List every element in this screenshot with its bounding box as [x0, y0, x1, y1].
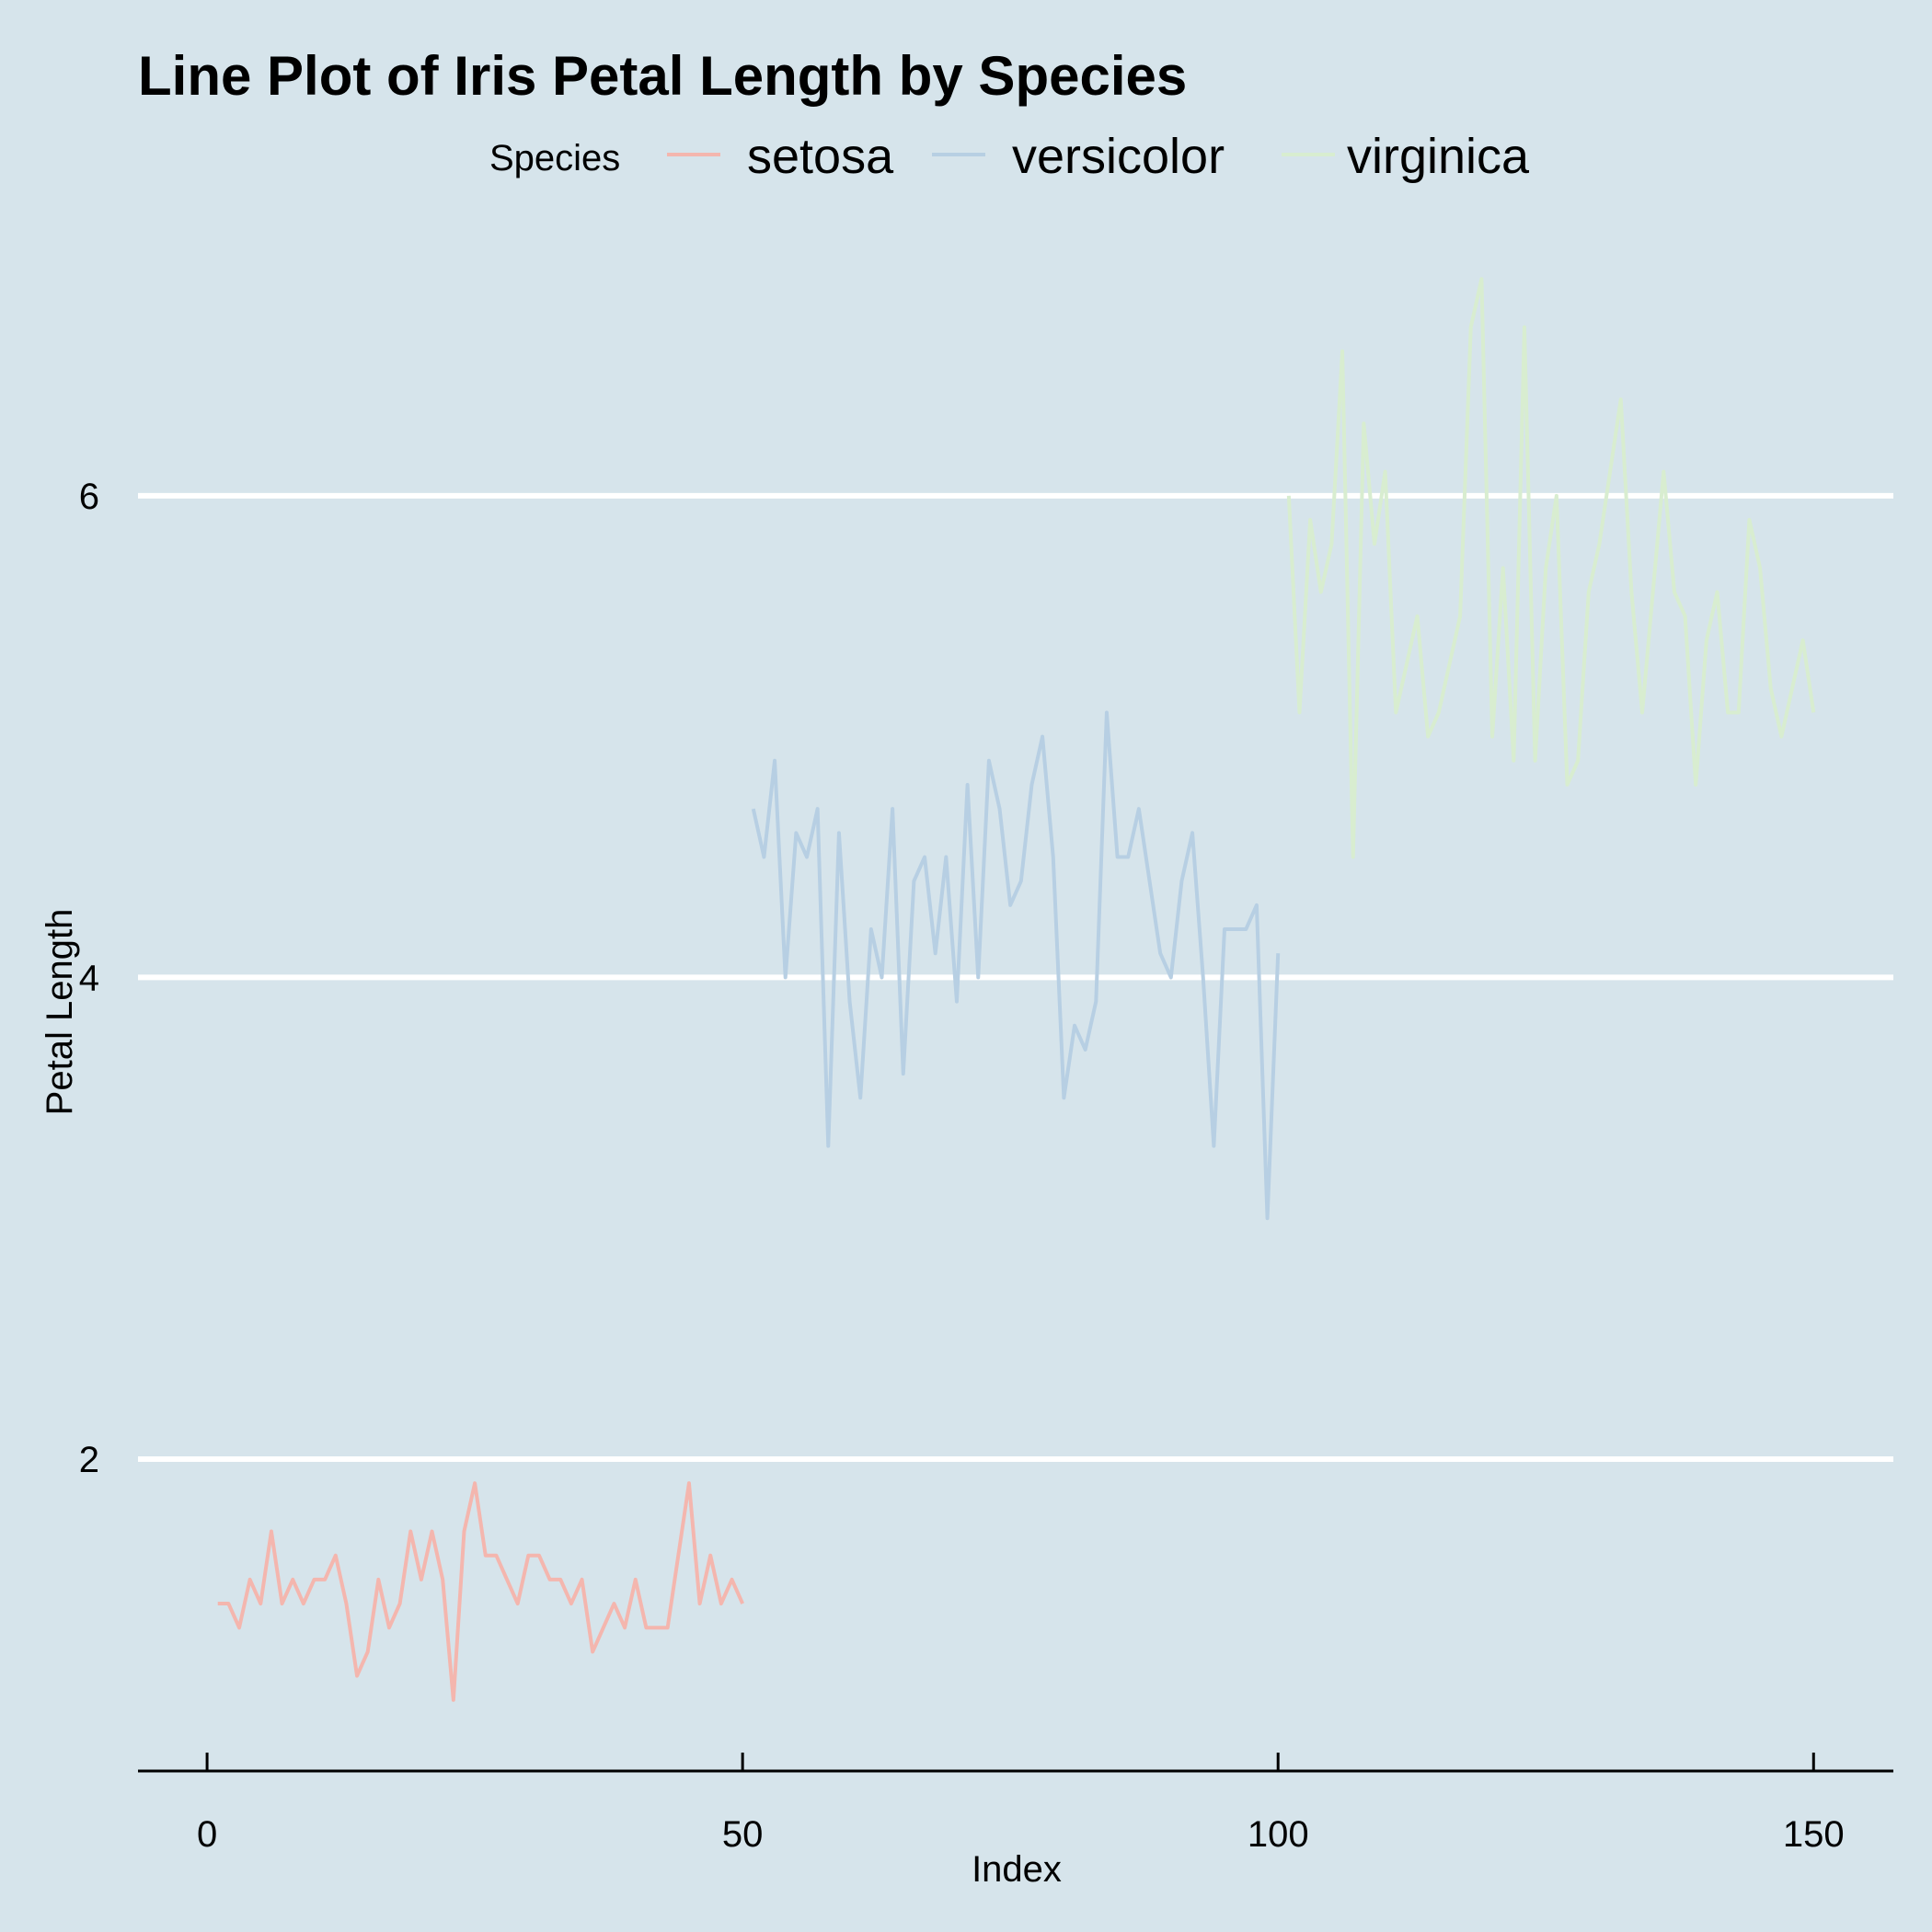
x-axis: 0 50 100 150	[138, 1753, 1893, 1855]
legend-label-setosa: setosa	[747, 129, 894, 184]
x-tick-label-0: 0	[197, 1814, 217, 1855]
series-line-setosa	[217, 1481, 744, 1702]
y-tick-label-4: 4	[79, 958, 99, 998]
x-tick-label-100: 100	[1248, 1814, 1309, 1855]
y-tick-label-2: 2	[79, 1440, 99, 1480]
chart-title: Line Plot of Iris Petal Length by Specie…	[138, 45, 1187, 107]
x-tick-label-50: 50	[722, 1814, 764, 1855]
x-axis-title: Index	[972, 1849, 1062, 1890]
series-line-virginica	[1286, 277, 1816, 859]
y-axis: 2 4 6	[79, 477, 99, 1480]
y-tick-label-6: 6	[79, 477, 99, 517]
legend-title: Species	[489, 138, 620, 178]
legend-label-versicolor: versicolor	[1012, 129, 1225, 184]
series-line-versicolor	[751, 710, 1281, 1221]
series-layer	[217, 277, 1816, 1702]
gridlines	[138, 492, 1893, 1462]
legend-label-virginica: virginica	[1347, 129, 1530, 184]
legend: Species setosa versicolor virginica	[489, 129, 1530, 184]
y-axis-title: Petal Length	[40, 909, 80, 1116]
x-tick-label-150: 150	[1783, 1814, 1845, 1855]
